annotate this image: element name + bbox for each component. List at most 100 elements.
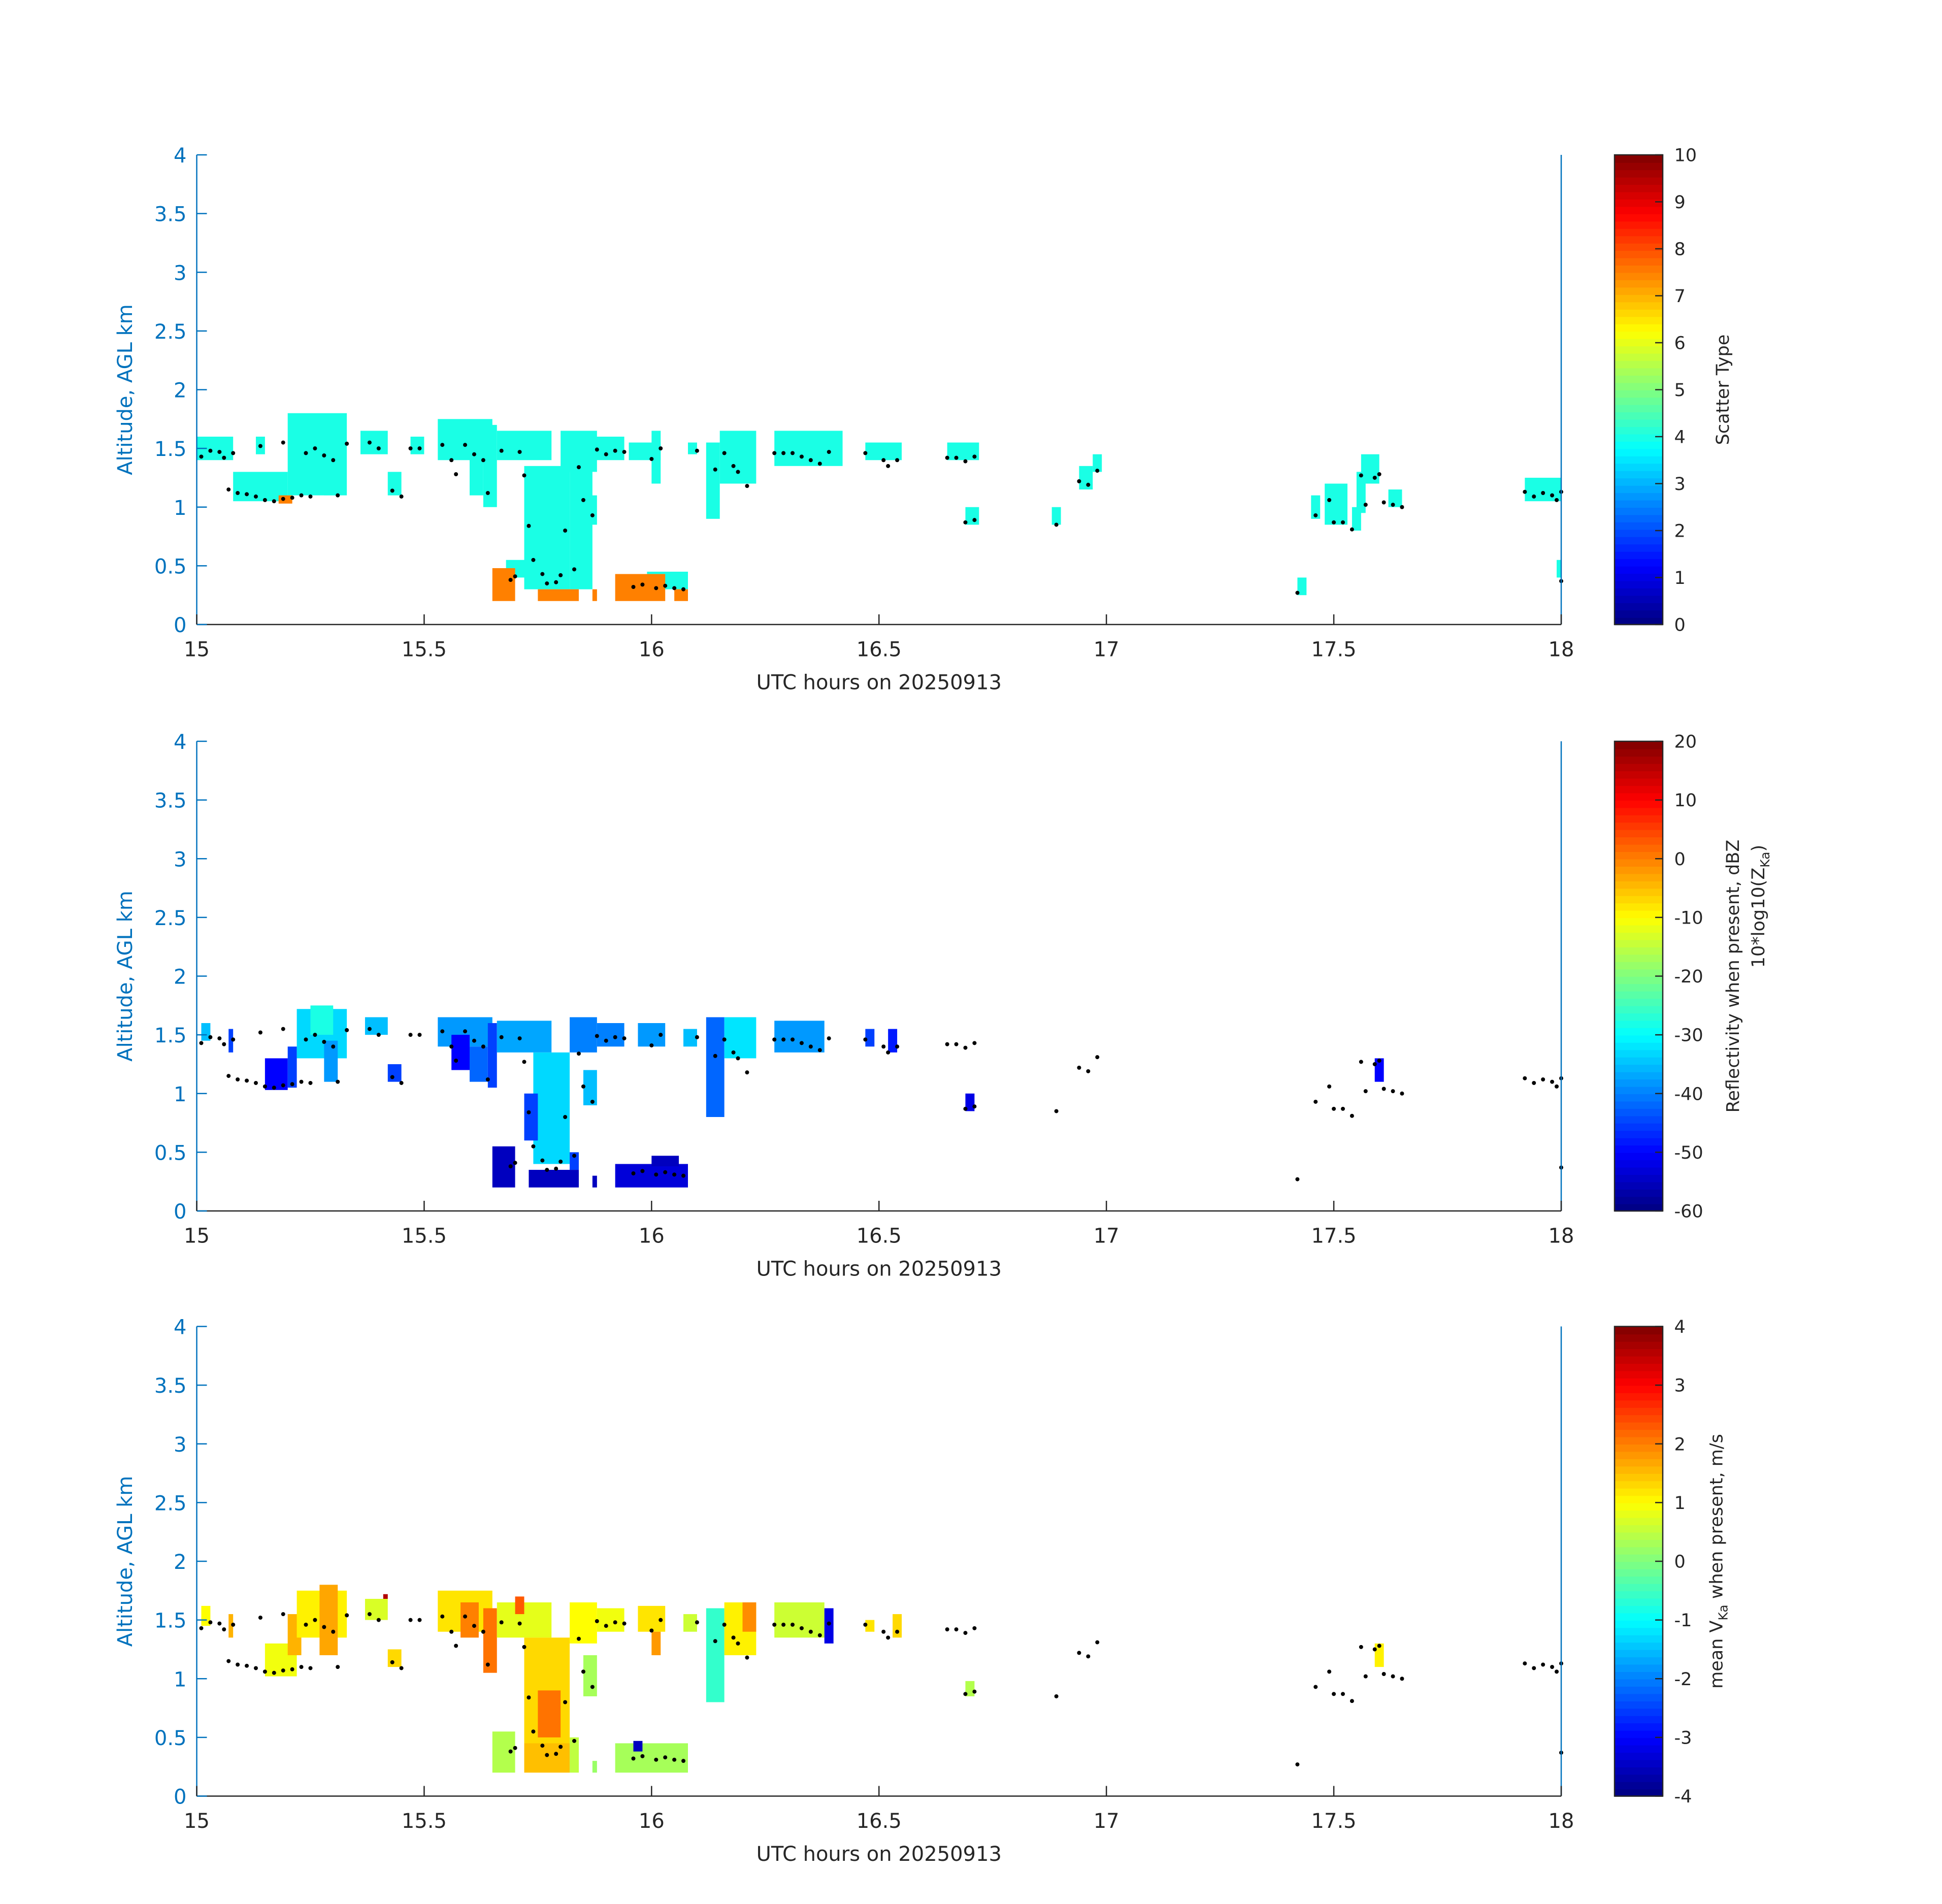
colorbar-segment [1615,492,1663,501]
colorbar-segment [1615,1422,1663,1430]
marker-point [572,1154,577,1158]
marker-point [745,1655,749,1660]
heatmap-cell [1093,454,1102,472]
marker-point [649,1043,654,1047]
colorbar-label-2-main: 10*log10(Z [1749,868,1769,968]
y-tick-label: 0 [174,1200,186,1224]
colorbar-segment [1615,800,1663,808]
colorbar-segment [1615,323,1663,332]
marker-point [681,587,686,592]
marker-point [577,1636,581,1641]
colorbar-tick-label: 6 [1674,334,1686,354]
marker-point [545,1168,549,1172]
marker-point [463,1029,468,1034]
marker-point [817,462,822,466]
marker-point [963,459,968,464]
colorbar-segment [1615,793,1663,801]
marker-point [272,1670,276,1675]
colorbar-tick-label: 10 [1674,791,1697,811]
marker-point [745,484,749,488]
marker-point [622,1621,627,1626]
colorbar-tick-label: -30 [1674,1026,1703,1046]
colorbar-segment [1615,1443,1663,1452]
marker-point [485,1077,490,1082]
colorbar-segment [1615,551,1663,560]
marker-point [827,1036,831,1041]
colorbar-segment [1615,221,1663,229]
marker-point [863,1037,868,1042]
marker-point [1054,1109,1059,1113]
colorbar-segment [1615,1035,1663,1043]
marker-point [954,1042,959,1046]
marker-point [640,582,645,587]
colorbar-segment [1615,770,1663,779]
heatmap-cell [383,1594,388,1599]
heatmap-cell [633,1741,643,1752]
x-tick-label: 17.5 [1311,1225,1357,1248]
colorbar-segment [1615,331,1663,339]
colorbar-segment [1615,1370,1663,1378]
colorbar-segment [1615,345,1663,354]
marker-point [1341,1106,1345,1111]
colorbar-segment [1615,206,1663,214]
marker-point [1332,1106,1336,1111]
marker-point [1341,520,1345,524]
y-tick-label: 3 [174,261,186,285]
heatmap-cell [706,1608,725,1702]
colorbar-tick-label: 1 [1674,1493,1686,1514]
marker-point [236,1077,240,1082]
heatmap-cell [724,1017,756,1059]
colorbar-segment [1615,338,1663,347]
marker-point [367,1027,372,1031]
colorbar-segment [1615,257,1663,266]
heatmap-cell [324,460,338,496]
heatmap-cell [865,1620,875,1632]
heatmap-cell [1374,1643,1384,1667]
marker-point [659,446,663,451]
colorbar-tick-label: -1 [1674,1611,1692,1631]
marker-point [449,1629,454,1634]
colorbar-segment [1615,1152,1663,1161]
colorbar-segment [1615,272,1663,280]
x-tick-label: 17.5 [1311,1810,1357,1833]
marker-point [1541,491,1545,495]
colorbar-tick-label: -3 [1674,1728,1692,1748]
heatmap-cell [1374,1058,1384,1082]
colorbar-segment [1615,1700,1663,1709]
velocity-panel: 0 0.5 1 1.5 2 2.5 3 3.5 4 15 15.5 16 16.5 17 17.5 18 UTC… [114,1316,1731,1866]
x-axis-label: UTC hours on 20250913 [756,671,1002,695]
colorbar-segment [1615,785,1663,794]
marker-point [604,1038,608,1043]
heatmap-cell [470,1046,488,1082]
colorbar-tick-label: 0 [1674,849,1686,870]
marker-point [1359,1645,1363,1649]
colorbar-segment [1615,1620,1663,1628]
marker-point [485,491,490,495]
colorbar-segment [1615,748,1663,757]
heatmap-cell [387,472,402,496]
colorbar-segment [1615,778,1663,786]
colorbar-tick-label: 20 [1674,732,1697,752]
colorbar-segment [1615,866,1663,874]
heatmap-cell [597,1608,624,1632]
colorbar-segment [1615,235,1663,244]
marker-point [336,1079,340,1084]
colorbar-segment [1615,1356,1663,1364]
marker-point [672,1757,677,1762]
marker-point [613,1620,617,1625]
heatmap-cell [524,1093,538,1141]
marker-point [554,580,558,584]
colorbar-segment [1615,368,1663,376]
colorbar-tick-label: 3 [1674,1376,1686,1396]
marker-point [1327,1669,1332,1674]
colorbar-segment [1615,1005,1663,1014]
colorbar-segment [1615,1575,1663,1584]
marker-point [713,1054,717,1058]
marker-point [654,586,659,590]
colorbar-segment [1615,880,1663,889]
marker-point [1541,1077,1545,1082]
marker-point [208,1035,213,1039]
marker-point [1381,1672,1386,1676]
colorbar-segment [1615,1693,1663,1701]
x-tick-label: 17 [1094,638,1120,662]
